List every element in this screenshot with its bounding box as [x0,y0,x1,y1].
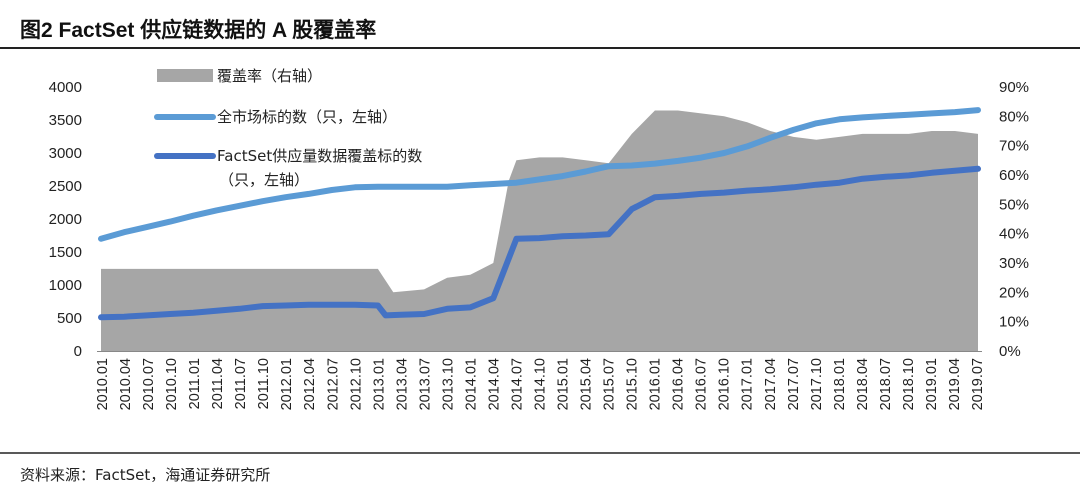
right-tick-label: 40% [999,226,1029,243]
x-tick-label: 2017.10 [809,358,825,410]
x-tick-label: 2013.07 [417,358,433,410]
legend-swatch-coverage [157,69,213,82]
left-tick-label: 500 [57,310,82,327]
coverage-area-layer [101,110,978,351]
x-tick-label: 2011.10 [256,358,272,409]
left-tick-label: 2000 [49,211,82,228]
x-tick-label: 2011.07 [233,358,249,409]
left-tick-label: 2500 [49,178,82,195]
right-tick-label: 80% [999,108,1029,125]
x-tick-label: 2014.07 [510,358,526,410]
x-tick-label: 2013.01 [371,358,387,410]
left-tick-label: 3500 [49,112,82,129]
legend-label-coverage: 覆盖率（右轴） [217,67,322,85]
x-tick-label: 2019.07 [970,358,986,410]
factset-count-line [98,165,981,321]
right-tick-label: 60% [999,167,1029,184]
x-tick-label: 2011.04 [210,358,226,409]
x-tick-label: 2014.10 [533,358,549,410]
x-tick-label: 2017.04 [763,358,779,410]
x-tick-label: 2018.10 [901,358,917,410]
x-tick-label: 2016.04 [671,358,687,410]
x-tick-label: 2018.07 [878,358,894,410]
legend-label-market: 全市场标的数（只，左轴） [217,108,397,126]
x-tick-label: 2019.04 [947,358,963,410]
x-tick-label: 2015.04 [579,358,595,410]
right-tick-label: 90% [999,79,1029,96]
x-tick-label: 2011.01 [187,358,203,409]
x-tick-label: 2016.10 [717,358,733,410]
right-axis-ticks: 0% 10% 20% 30% 40% 50% 60% 70% 80% 90% [999,79,1029,360]
left-tick-label: 4000 [49,79,82,96]
x-tick-label: 2018.01 [832,358,848,410]
chart-title: 图2 FactSet 供应链数据的 A 股覆盖率 [20,18,376,42]
x-tick-label: 2010.07 [141,358,157,410]
lines-layer [98,107,981,321]
legend-label-factset: FactSet供应量数据覆盖标的数 [217,147,422,165]
left-axis-ticks: 0 500 1000 1500 2000 2500 3000 3500 4000 [49,79,82,360]
legend-label-factset-axis: （只，左轴） [219,171,309,189]
x-tick-label: 2012.07 [325,358,341,410]
x-tick-label: 2018.04 [855,358,871,410]
x-tick-label: 2010.01 [95,358,111,410]
x-tick-label: 2016.01 [648,358,664,410]
left-tick-label: 3000 [49,145,82,162]
x-tick-label: 2015.10 [625,358,641,410]
x-tick-label: 2015.07 [602,358,618,410]
x-tick-label: 2014.01 [463,358,479,410]
left-tick-label: 1500 [49,244,82,261]
x-axis-ticks: 2010.01 2010.04 2010.07 2010.10 2011.01 2011.… [95,358,986,410]
x-tick-label: 2019.01 [924,358,940,410]
x-tick-label: 2017.01 [740,358,756,410]
x-tick-label: 2017.07 [786,358,802,410]
legend: 覆盖率（右轴） 全市场标的数（只，左轴） FactSet供应量数据覆盖标的数 （… [154,67,422,189]
x-tick-label: 2015.01 [556,358,572,410]
x-tick-label: 2010.04 [118,358,134,410]
right-tick-label: 0% [999,343,1021,360]
right-tick-label: 30% [999,255,1029,272]
x-tick-label: 2016.07 [694,358,710,410]
x-tick-label: 2012.10 [348,358,364,410]
x-tick-label: 2012.01 [279,358,295,410]
left-tick-label: 1000 [49,277,82,294]
right-tick-label: 70% [999,138,1029,155]
left-tick-label: 0 [74,343,82,360]
source-note: 资料来源：FactSet，海通证券研究所 [20,466,270,484]
right-tick-label: 10% [999,314,1029,331]
right-tick-label: 50% [999,196,1029,213]
market-count-line [98,107,981,242]
coverage-area [101,110,978,351]
right-tick-label: 20% [999,284,1029,301]
x-tick-label: 2013.10 [440,358,456,410]
x-tick-label: 2014.04 [486,358,502,410]
x-tick-label: 2010.10 [164,358,180,410]
x-tick-label: 2013.04 [394,358,410,410]
x-tick-label: 2012.04 [302,358,318,410]
